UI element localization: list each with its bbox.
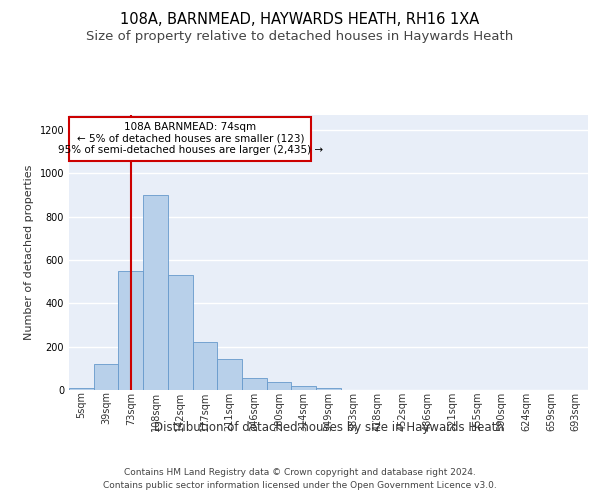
Bar [118, 271, 143, 390]
Text: Contains HM Land Registry data © Crown copyright and database right 2024.: Contains HM Land Registry data © Crown c… [124, 468, 476, 477]
Text: Distribution of detached houses by size in Haywards Heath: Distribution of detached houses by size … [154, 421, 504, 434]
Text: 95% of semi-detached houses are larger (2,435) →: 95% of semi-detached houses are larger (… [58, 145, 323, 155]
Bar [267, 382, 292, 390]
Bar [69, 388, 94, 390]
Bar [168, 275, 193, 390]
Text: 108A, BARNMEAD, HAYWARDS HEATH, RH16 1XA: 108A, BARNMEAD, HAYWARDS HEATH, RH16 1XA [121, 12, 479, 28]
Bar [193, 342, 217, 390]
Text: 108A BARNMEAD: 74sqm: 108A BARNMEAD: 74sqm [124, 122, 256, 132]
Text: ← 5% of detached houses are smaller (123): ← 5% of detached houses are smaller (123… [77, 133, 304, 143]
Bar [292, 386, 316, 390]
FancyBboxPatch shape [70, 116, 311, 161]
Text: Contains public sector information licensed under the Open Government Licence v3: Contains public sector information licen… [103, 482, 497, 490]
Bar [316, 388, 341, 390]
Bar [242, 378, 267, 390]
Bar [143, 195, 168, 390]
Bar [94, 364, 118, 390]
Y-axis label: Number of detached properties: Number of detached properties [24, 165, 34, 340]
Text: Size of property relative to detached houses in Haywards Heath: Size of property relative to detached ho… [86, 30, 514, 43]
Bar [217, 358, 242, 390]
